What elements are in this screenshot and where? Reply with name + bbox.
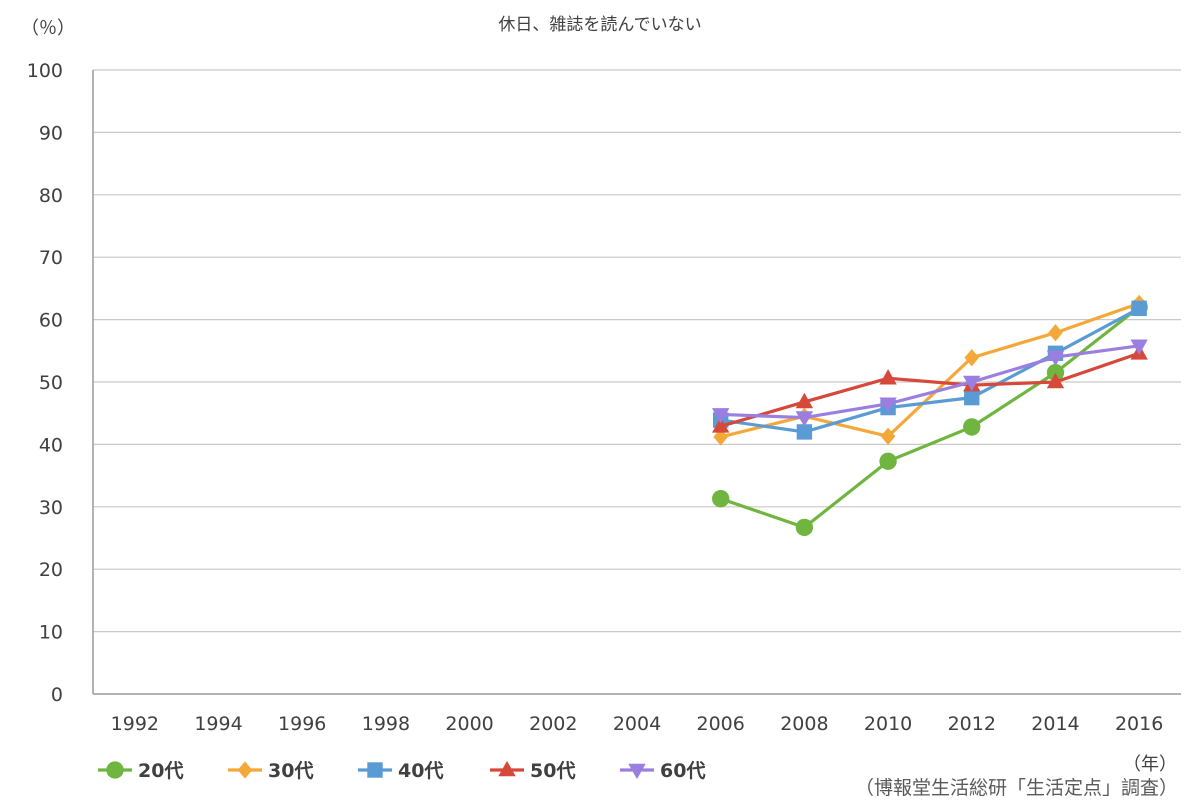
- x-tick-label: 2016: [1115, 713, 1163, 735]
- legend-marker: [628, 763, 646, 780]
- y-tick-label: 60: [39, 310, 63, 332]
- series-line: [719, 305, 1141, 529]
- y-tick-label: 10: [39, 622, 63, 644]
- data-point: [880, 427, 896, 445]
- y-tick-labels: 0 10 20 30 40 50 60 70 80 90 100: [27, 60, 63, 706]
- data-point: [879, 369, 897, 385]
- y-tick-label: 20: [39, 559, 63, 581]
- legend-item: 40代: [358, 760, 443, 782]
- data-point: [964, 348, 980, 367]
- legend-item: 60代: [620, 760, 705, 782]
- data-point: [712, 490, 730, 508]
- data-point: [1046, 372, 1065, 389]
- legend-marker: [237, 761, 253, 779]
- y-tick-label: 30: [39, 497, 63, 519]
- data-point: [879, 452, 897, 470]
- y-tick-label: 0: [51, 684, 63, 706]
- legend-label: 60代: [660, 760, 705, 782]
- legend-marker: [367, 762, 383, 778]
- source-note: （博報堂生活総研「生活定点」調査）: [855, 777, 1178, 799]
- chart-title: 休日、雑誌を読んでいない: [498, 15, 701, 35]
- data-point: [796, 424, 813, 440]
- y-tick-label: 40: [39, 434, 63, 456]
- legend-item: 20代: [98, 760, 183, 782]
- y-axis-unit-label: （％）: [21, 18, 75, 39]
- series-line: [719, 344, 1141, 420]
- data-point: [964, 389, 980, 406]
- axis-layer: [92, 70, 1181, 695]
- x-tick-label: 2012: [948, 713, 996, 735]
- x-tick-labels: 1992 1994 1996 1998 2000 2002 2004 2006 2008 2010…: [111, 713, 1164, 735]
- y-tick-label: 50: [39, 372, 63, 394]
- x-tick-label: 2000: [445, 713, 493, 735]
- x-tick-label: 1992: [111, 713, 159, 735]
- x-tick-label: 2008: [780, 713, 828, 735]
- y-tick-label: 70: [39, 247, 63, 269]
- data-point: [712, 408, 730, 424]
- series-line: [719, 306, 1141, 434]
- data-point: [1131, 300, 1147, 317]
- x-tick-label: 1998: [362, 713, 410, 735]
- x-tick-label: 1994: [194, 713, 242, 735]
- x-tick-label: 2010: [864, 713, 912, 735]
- legend-label: 40代: [398, 760, 443, 782]
- legend-marker: [498, 760, 516, 777]
- data-point: [1048, 324, 1063, 342]
- y-tick-label: 80: [39, 185, 63, 207]
- x-tick-label: 2004: [613, 713, 661, 735]
- series-line: [719, 351, 1141, 428]
- series-50代: [712, 344, 1148, 433]
- legend-label: 50代: [530, 760, 575, 782]
- data-point: [795, 411, 814, 427]
- data-point: [795, 518, 814, 537]
- data-point: [879, 397, 897, 413]
- x-tick-label: 2006: [697, 713, 745, 735]
- y-tick-label: 90: [39, 122, 63, 144]
- data-point: [963, 375, 981, 392]
- series-layer: [712, 294, 1148, 537]
- x-axis-unit-label: （年）: [1123, 754, 1177, 775]
- data-point: [795, 392, 814, 409]
- x-tick-label: 1996: [278, 713, 326, 735]
- data-point: [1130, 339, 1148, 355]
- data-point: [712, 417, 730, 433]
- y-tick-label: 100: [27, 60, 63, 82]
- legend-label: 20代: [138, 760, 183, 782]
- legend-item: 50代: [490, 760, 575, 782]
- grid-layer: [93, 69, 1181, 633]
- legend: 20代 30代 40代 50代 60代: [98, 760, 705, 782]
- series-60代: [712, 339, 1148, 427]
- data-point: [1046, 350, 1065, 367]
- series-line: [719, 301, 1141, 439]
- series-30代: [713, 294, 1147, 446]
- series-40代: [712, 300, 1147, 440]
- data-point: [1046, 363, 1065, 382]
- x-tick-label: 2002: [529, 713, 577, 735]
- legend-item: 30代: [228, 760, 313, 782]
- legend-label: 30代: [268, 760, 313, 782]
- data-point: [963, 418, 981, 436]
- legend-marker: [106, 761, 124, 779]
- x-tick-label: 2014: [1031, 713, 1079, 735]
